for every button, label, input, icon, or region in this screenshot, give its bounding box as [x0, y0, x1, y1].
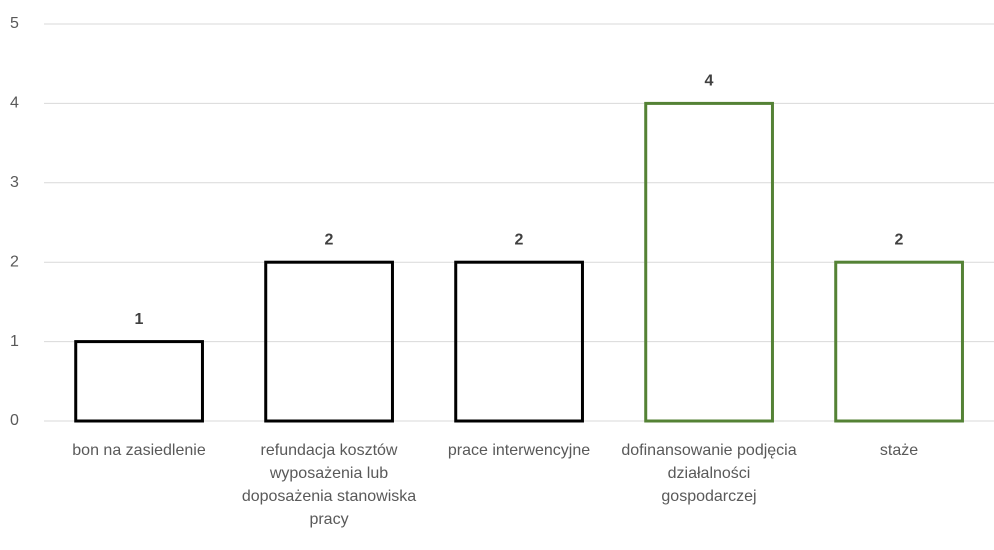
bar	[74, 340, 204, 423]
y-tick-label: 5	[10, 15, 19, 32]
data-label: 1	[135, 311, 144, 328]
x-tick-label: prace interwencyjne	[447, 442, 591, 459]
y-tick-label: 1	[10, 333, 19, 350]
x-tick-label: dofinansowanie podjęcia działalności gos…	[621, 442, 797, 505]
data-label: 2	[515, 231, 524, 248]
y-tick-label: 2	[10, 253, 19, 270]
x-tick-label: bon na zasiedlenie	[72, 442, 206, 459]
x-tick-label: refundacja kosztów wyposażenia lub dopos…	[241, 442, 417, 528]
x-tick-label: staże	[879, 442, 919, 459]
y-tick-label: 4	[10, 95, 19, 112]
bar	[264, 260, 394, 423]
y-tick-label: 3	[10, 174, 19, 191]
data-label: 4	[705, 73, 714, 90]
bar	[834, 260, 964, 423]
y-tick-label: 0	[10, 412, 19, 429]
data-label: 2	[895, 231, 904, 248]
bar	[644, 101, 774, 423]
bar	[454, 260, 584, 423]
data-label: 2	[325, 231, 334, 248]
